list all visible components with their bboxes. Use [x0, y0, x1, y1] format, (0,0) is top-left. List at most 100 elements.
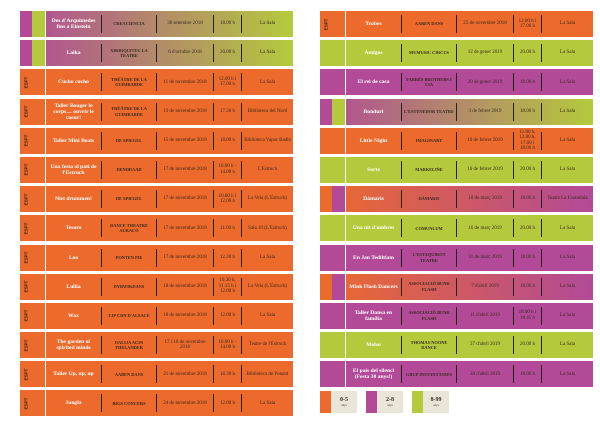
event-row: Taller Dansa en família ASSOCIACIÓ BUNK F…: [320, 302, 593, 329]
event-row: ESPT Niet drummen! DE SPIEGEL 17 de novembr…: [20, 186, 293, 213]
event-title: Sorte: [367, 166, 380, 173]
event-company: XIRRIQUITEU LA TEATRE: [101, 44, 156, 63]
event-title: Niet drummen!: [55, 196, 92, 203]
event-venue: La Sala: [541, 219, 593, 238]
event-venue: La Vela (L'Estruch): [241, 277, 293, 296]
event-company: GRUP INSTANTÀNIES: [401, 365, 456, 384]
age-band-secondary: [32, 390, 46, 417]
event-date: 11 d'abril 2019: [456, 306, 513, 325]
event-venue: La Sala: [241, 306, 293, 325]
event-row: Amigos MUMUSIC CIRCUS 12 de gener 2019 20.0…: [320, 40, 593, 67]
age-band-primary: [320, 186, 332, 213]
event-title: Molso: [366, 342, 381, 349]
legend-text: 0-5 anys: [331, 391, 357, 413]
event-row: ESPT The garden of spirited minds DALIJA A…: [20, 332, 293, 359]
event-details: Taller Mini Beats DE SPIEGEL 15 de novembr…: [46, 128, 293, 154]
event-details: Taller Dansa en família ASSOCIACIÓ BUNK F…: [346, 303, 593, 329]
age-band-primary: [320, 244, 332, 271]
event-date: 15 de novembre 2018: [156, 131, 213, 150]
event-row: ESPT Taller Bouger le corps… ouvrir le co…: [20, 98, 293, 125]
event-company: DALIJA ACIN THELANDER: [101, 336, 156, 355]
age-band-secondary: [32, 273, 46, 300]
legend-range: 0-5: [340, 397, 348, 403]
event-row: Sorte MARKELIÑE 16 de febrer 2019 20.00 h La…: [320, 156, 593, 183]
event-time: 12.00 h: [213, 306, 241, 325]
event-venue: La Sala: [541, 73, 593, 92]
badge: ESPT: [21, 390, 31, 416]
event-venue: La Sala: [541, 131, 593, 150]
event-title: Taller Dansa en família: [354, 309, 393, 322]
event-date: 18 de novembre 2018: [156, 306, 213, 325]
event-title: Wax: [68, 312, 79, 319]
badge-label: ESPT: [23, 164, 29, 176]
age-band-secondary: [32, 244, 46, 271]
event-row: El rei de casa FARRÉS BROTHERS I CIA 20 de…: [320, 69, 593, 96]
event-details: Little Night IMAGINART 10 de febrer 2019 11…: [346, 128, 593, 154]
event-date: 17 de novembre 2018: [156, 219, 213, 238]
age-band-primary: [320, 69, 332, 96]
event-venue: La Vela (L'Estruch): [241, 190, 293, 209]
age-band-primary: [320, 127, 332, 154]
event-details: The garden of spirited minds DALIJA ACIN …: [46, 332, 293, 358]
age-band-primary: [320, 361, 332, 388]
event-title: Little Night: [359, 137, 388, 144]
age-band-secondary: [332, 98, 346, 125]
age-band-secondary: [32, 11, 46, 37]
event-time: 11.00 h, 12.00 h, 17.00 i 18.00 h: [513, 130, 541, 151]
event-venue: La Sala: [241, 248, 293, 267]
age-band-secondary: [332, 156, 346, 183]
event-row: Una nit d'ombres COMUNLUM 16 de març 2019 2…: [320, 215, 593, 242]
age-band-primary: ESPT: [20, 98, 32, 125]
event-row: ESPT Jungla BIGS CONCERS 24 de novembre 201…: [20, 390, 293, 417]
event-company: DE SPIEGEL: [101, 131, 156, 150]
age-band-primary: [320, 302, 332, 329]
age-band-primary: ESPT: [20, 156, 32, 183]
event-title: The garden of spirited minds: [56, 339, 91, 352]
event-date: 25 de novembre 2018: [456, 15, 513, 33]
age-band-secondary: [332, 215, 346, 242]
event-details: El rei de casa FARRÉS BROTHERS I CIA 20 de…: [346, 69, 593, 95]
event-date: 28 d'abril 2019: [456, 365, 513, 384]
event-time: 10.00 h - 14.00 h: [213, 160, 241, 179]
event-company: TJP CDN D'ALSACE: [101, 306, 156, 325]
event-time: 20.00 h: [513, 44, 541, 63]
age-legend: 0-5 anys 2-8 anys 8-99 anys: [320, 391, 449, 413]
event-title: Mink Flash Dancers: [349, 283, 398, 290]
event-venue: La Sala: [541, 15, 593, 33]
event-title: Trobes: [365, 21, 382, 27]
badge: ESPT: [21, 128, 31, 154]
event-date: 17 de novembre 2018: [156, 248, 213, 267]
event-details: Taller Bouger le corps… ouvrir le coeur!…: [46, 99, 293, 125]
event-title: Des d'Arquímedes fins a Einstein: [51, 18, 96, 30]
event-time: 18.00 h: [213, 15, 241, 33]
badge-label: ESPT: [23, 76, 29, 89]
badge: ESPT: [21, 332, 31, 358]
event-date: 16 de febrer 2019: [456, 160, 513, 179]
event-title: Taller Up, up, up: [53, 371, 94, 378]
event-date: 17 de novembre 2018: [156, 160, 213, 179]
event-title: Bonduri: [363, 108, 384, 115]
event-title: Laika: [66, 50, 81, 57]
event-row: ESPT Cucho cucho THÉÂTRE DE LA GUIMBARDE 11…: [20, 69, 293, 96]
event-row: Des d'Arquímedes fins a Einstein CREACIEN…: [20, 11, 293, 37]
event-row: Molso THOMAS NOONE DANCE 27 d'abril 2019 20…: [320, 332, 593, 359]
badge: ESPT: [321, 11, 331, 37]
event-title: Taller Bouger le corps… ouvrir le coeur!: [53, 102, 94, 121]
event-time: 18.30 h: [213, 365, 241, 384]
event-time: 20.00 h: [513, 219, 541, 238]
event-row: Mink Flash Dancers ASSOCIACIÓ BUNK FLASH 7…: [320, 273, 593, 300]
age-band-primary: [320, 98, 332, 125]
event-details: Molso THOMAS NOONE DANCE 27 d'abril 2019 20…: [346, 332, 593, 358]
event-row: El país del silenci (Festa 30 anys!) GRUP…: [320, 361, 593, 388]
badge: ESPT: [21, 186, 31, 212]
event-date: 17 i 18 de novembre 2018: [156, 336, 213, 355]
event-date: 16 de març 2019: [456, 219, 513, 238]
event-details: Bonduri L'ESTENEDOR TEATRE 3 de febrer 201…: [346, 99, 593, 125]
event-venue: La Sala: [541, 365, 593, 384]
age-band-secondary: [32, 69, 46, 96]
age-band-primary: ESPT: [20, 127, 32, 154]
event-venue: La Sala: [541, 102, 593, 121]
event-title: Lullia: [66, 283, 81, 290]
age-band-primary: ESPT: [20, 390, 32, 417]
age-band-secondary: [332, 127, 346, 154]
